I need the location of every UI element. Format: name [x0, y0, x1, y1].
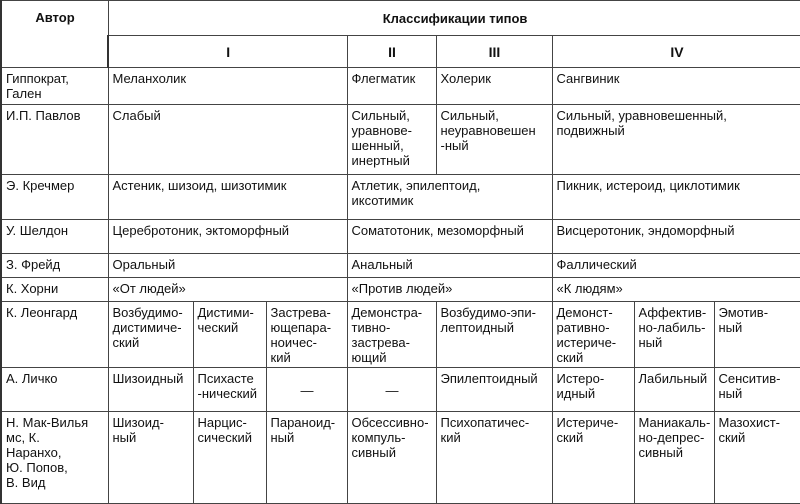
group-header-2: II [346, 35, 437, 68]
type-cell: Анальный [346, 253, 553, 278]
type-cell: Церебротоник, эктоморфный [107, 219, 348, 254]
type-cell: Обсессивно- компуль- сивный [346, 411, 437, 504]
table-row: Н. Мак-Вилья мс, К. Наранхо, Ю. Попов, В… [0, 411, 800, 504]
author-cell: З. Фрейд [0, 253, 109, 278]
type-cell: Пикник, истероид, циклотимик [551, 174, 800, 220]
type-cell: Истеро- идный [551, 367, 635, 412]
author-header: Автор [0, 0, 109, 68]
classifications-header: Классификации типов [107, 0, 800, 36]
type-cell: Сильный, уравнове- шенный, инертный [346, 104, 437, 175]
type-cell: Шизоид- ный [107, 411, 194, 504]
type-cell: Сильный, неуравновешен -ный [435, 104, 553, 175]
type-cell: Демонстра- тивно- застрева- ющий [346, 301, 437, 368]
type-cell: Сенситив- ный [713, 367, 800, 412]
author-cell: Гиппократ, Гален [0, 67, 109, 105]
table-body: Гиппократ, Гален Меланхолик Флегматик Холер… [0, 67, 800, 504]
type-cell: Истериче- ский [551, 411, 635, 504]
author-cell: К. Хорни [0, 277, 109, 302]
type-cell: Сильный, уравновешенный, подвижный [551, 104, 800, 175]
type-cell: Дистими- ческий [192, 301, 267, 368]
type-cell: Эмотив- ный [713, 301, 800, 368]
type-cell: Маниакаль- но-депрес- сивный [633, 411, 715, 504]
author-cell: У. Шелдон [0, 219, 109, 254]
type-cell: — [265, 367, 348, 412]
type-cell: «Против людей» [346, 277, 553, 302]
type-cell: Параноид- ный [265, 411, 348, 504]
author-cell: К. Леонгард [0, 301, 109, 368]
author-cell: Н. Мак-Вилья мс, К. Наранхо, Ю. Попов, В… [0, 411, 109, 504]
type-cell: Слабый [107, 104, 348, 175]
type-cell: Лабильный [633, 367, 715, 412]
group-header-1: I [107, 35, 348, 68]
group-header-3: III [435, 35, 553, 68]
type-cell: Эпилептоидный [435, 367, 553, 412]
author-cell: Э. Кречмер [0, 174, 109, 220]
type-cell: «От людей» [107, 277, 348, 302]
table-row: З. Фрейд Оральный Анальный Фаллический [0, 253, 800, 278]
type-cell: Шизоидный [107, 367, 194, 412]
table-row: Гиппократ, Гален Меланхолик Флегматик Холер… [0, 67, 800, 105]
table-row: И.П. Павлов Слабый Сильный, уравнове- шенн… [0, 104, 800, 175]
type-cell: Фаллический [551, 253, 800, 278]
type-cell: Флегматик [346, 67, 437, 105]
type-cell: Висцеротоник, эндоморфный [551, 219, 800, 254]
type-cell: Астеник, шизоид, шизотимик [107, 174, 348, 220]
type-cell: Возбудимо-эпи- лептоидный [435, 301, 553, 368]
table-row: К. Леонгард Возбудимо- дистимиче- ский Дис… [0, 301, 800, 368]
type-cell: Возбудимо- дистимиче- ский [107, 301, 194, 368]
type-cell: Демонст- ративно- истериче- ский [551, 301, 635, 368]
author-cell: И.П. Павлов [0, 104, 109, 175]
type-cell: Оральный [107, 253, 348, 278]
type-cell: Нарцис- сический [192, 411, 267, 504]
type-cell: «К людям» [551, 277, 800, 302]
table-row: А. Личко Шизоидный Психасте -нический — — Эпи… [0, 367, 800, 412]
group-header-4: IV [551, 35, 800, 68]
type-cell: Атлетик, эпилептоид, иксотимик [346, 174, 553, 220]
table-row: Э. Кречмер Астеник, шизоид, шизотимик Атле… [0, 174, 800, 220]
type-cell: Психопатичес- кий [435, 411, 553, 504]
type-cell: — [346, 367, 437, 412]
table-row: У. Шелдон Церебротоник, эктоморфный Сомато… [0, 219, 800, 254]
type-cell: Психасте -нический [192, 367, 267, 412]
type-cell: Мазохист- ский [713, 411, 800, 504]
type-cell: Холерик [435, 67, 553, 105]
type-cell: Меланхолик [107, 67, 348, 105]
type-cell: Сангвиник [551, 67, 800, 105]
type-cell: Соматотоник, мезоморфный [346, 219, 553, 254]
table-row: К. Хорни «От людей» «Против людей» «К людям… [0, 277, 800, 302]
type-cell: Аффектив- но-лабиль- ный [633, 301, 715, 368]
type-cell: Застрева- ющепара- ноичес- кий [265, 301, 348, 368]
author-cell: А. Личко [0, 367, 109, 412]
